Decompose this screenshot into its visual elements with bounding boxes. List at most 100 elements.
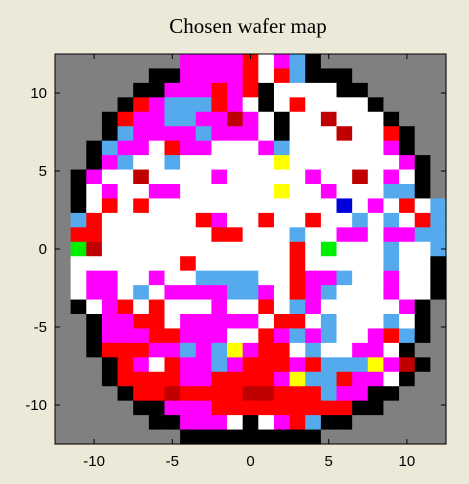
wafer-cell (86, 155, 103, 171)
wafer-cell (289, 198, 306, 214)
wafer-cell (258, 155, 275, 171)
wafer-cell (195, 198, 212, 214)
wafer-cell (133, 429, 150, 445)
wafer-cell (430, 227, 447, 243)
wafer-cell (383, 155, 400, 171)
wafer-cell (227, 400, 244, 416)
wafer-cell (180, 227, 197, 243)
wafer-cell (289, 357, 306, 373)
wafer-cell (86, 68, 103, 84)
wafer-cell (336, 357, 353, 373)
wafer-cell (55, 227, 72, 243)
wafer-cell (101, 140, 119, 156)
wafer-cell (164, 111, 181, 127)
wafer-cell (180, 184, 197, 200)
wafer-cell (305, 140, 322, 156)
wafer-cell (305, 400, 322, 416)
wafer-cell (101, 400, 119, 416)
wafer-cell (399, 169, 416, 185)
wafer-cell (242, 386, 259, 402)
wafer-cell (70, 227, 87, 243)
wafer-cell (180, 212, 197, 228)
wafer-cell (367, 126, 385, 142)
wafer-cell (430, 357, 447, 373)
wafer-cell (383, 126, 400, 142)
wafer-cell (336, 371, 353, 387)
wafer-cell (320, 256, 338, 272)
wafer-cell (211, 111, 228, 127)
wafer-cell (55, 314, 72, 330)
wafer-cell (70, 357, 87, 373)
wafer-cell (352, 212, 369, 228)
wafer-cell (258, 415, 275, 431)
wafer-cell (101, 328, 119, 344)
wafer-cell (195, 400, 212, 416)
wafer-cell (352, 270, 369, 286)
wafer-cell (320, 241, 338, 257)
wafer-cell (399, 140, 416, 156)
wafer-cell (273, 357, 291, 373)
wafer-cell (399, 415, 416, 431)
wafer-cell (164, 357, 181, 373)
wafer-cell (258, 285, 275, 301)
wafer-cell (227, 314, 244, 330)
wafer-cell (55, 241, 72, 257)
wafer-cell (70, 314, 87, 330)
wafer-cell (86, 270, 103, 286)
wafer-cell (70, 270, 87, 286)
wafer-cell (101, 184, 119, 200)
wafer-cell (367, 285, 385, 301)
wafer-cell (70, 126, 87, 142)
wafer-cell (289, 400, 306, 416)
wafer-cell (289, 314, 306, 330)
wafer-cell (180, 400, 197, 416)
wafer-cell (367, 184, 385, 200)
wafer-cell (399, 227, 416, 243)
wafer-cell (148, 212, 166, 228)
wafer-cell (273, 68, 291, 84)
wafer-cell (55, 400, 72, 416)
wafer-cell (273, 371, 291, 387)
wafer-cell (148, 371, 166, 387)
wafer-cell (180, 241, 197, 257)
wafer-cell (133, 256, 150, 272)
wafer-cell (430, 386, 447, 402)
wafer-cell (399, 54, 416, 70)
wafer-cell (352, 155, 369, 171)
wafer-cell (211, 97, 228, 113)
wafer-cell (414, 54, 431, 70)
wafer-cell (242, 68, 259, 84)
wafer-cell (55, 386, 72, 402)
wafer-cell (383, 342, 400, 358)
wafer-cell (133, 299, 150, 315)
y-axis: 10 5 0 -5 -10 (25, 85, 446, 414)
wafer-cell (133, 212, 150, 228)
wafer-cell (258, 270, 275, 286)
wafer-cell (273, 256, 291, 272)
wafer-cell (86, 169, 103, 185)
wafer-cell (399, 270, 416, 286)
wafer-cell (289, 82, 306, 98)
wafer-cell (399, 386, 416, 402)
wafer-cell (414, 111, 431, 127)
wafer-cell (117, 111, 134, 127)
wafer-cell (70, 386, 87, 402)
wafer-cell (101, 241, 119, 257)
wafer-cell (180, 97, 197, 113)
wafer-cell (430, 285, 447, 301)
wafer-cell (352, 400, 369, 416)
wafer-cell (305, 371, 322, 387)
wafer-cell (383, 97, 400, 113)
wafer-cell (273, 342, 291, 358)
wafer-cell (195, 328, 212, 344)
wafer-cell (399, 342, 416, 358)
wafer-cell (195, 270, 212, 286)
wafer-cell (195, 82, 212, 98)
wafer-cell (148, 111, 166, 127)
wafer-cell (211, 68, 228, 84)
wafer-cell (289, 429, 306, 445)
wafer-cell (383, 314, 400, 330)
wafer-cell (367, 270, 385, 286)
wafer-cell (305, 270, 322, 286)
wafer-cell (133, 371, 150, 387)
